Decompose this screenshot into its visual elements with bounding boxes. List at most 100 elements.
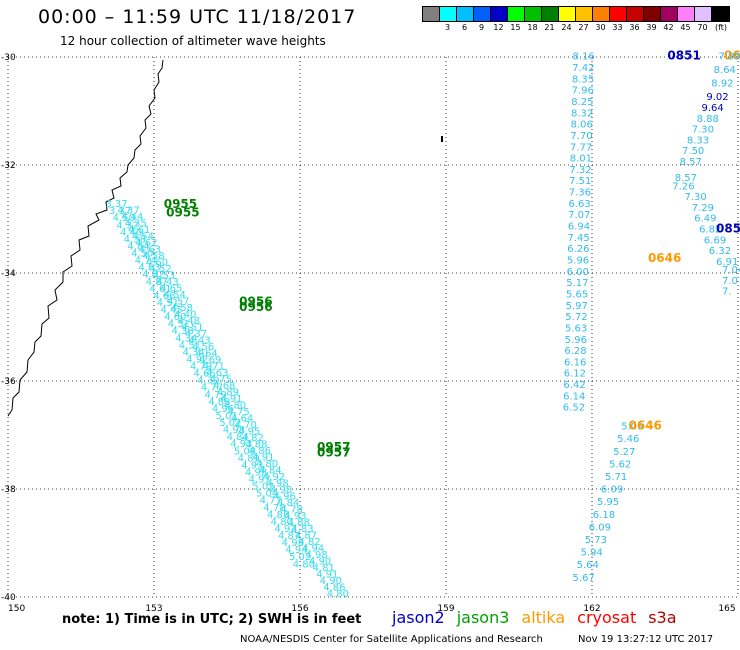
jason3-wave-height-label: 4.88: [267, 510, 289, 521]
color-swatch: [525, 7, 542, 21]
legend-cryosat: cryosat: [577, 608, 637, 627]
jason3-wave-height-label: 4.38: [171, 326, 193, 337]
jason3-wave-height-label: 4.97: [249, 475, 271, 486]
jason3-wave-height-label: 4.90: [320, 576, 342, 587]
color-swatch: [661, 7, 678, 21]
jason3-wave-height-label: 4.80: [271, 517, 293, 528]
jason3-wave-height-label: 4.84: [227, 432, 249, 443]
color-swatch: [474, 7, 491, 21]
jason3-wave-height-label: 4.51: [181, 323, 203, 334]
color-scale-labels: 3 6 9 12 15 18 21 24 27 30 33 36 39 42 45 70 (ft): [422, 23, 740, 35]
jason2-wave-height-label: 7.30: [692, 125, 714, 136]
altika-time-label: 0646: [648, 251, 681, 265]
jason3-wave-height-label: 4.84: [277, 498, 299, 509]
altika-wave-height-label: 5.96: [565, 335, 587, 346]
jason3-wave-height-label: 4.54: [164, 290, 186, 301]
satellite-legend: jason2 jason3 altika cryosat s3a: [392, 608, 677, 627]
jason3-wave-height-label: 4.65: [160, 284, 182, 295]
altika-wave-height-label: 7.07: [568, 210, 590, 221]
jason3-wave-height-label: 4.96: [274, 492, 296, 503]
color-scale-label: 21: [544, 23, 555, 32]
altika-wave-height-label: 6.94: [568, 222, 590, 233]
latitude-tick-label: -30: [1, 53, 16, 63]
track-value-labels: 3.373.374.504.324.404.384.844.504.744.63…: [105, 49, 740, 600]
jason3-wave-height-label: 4.63: [206, 368, 228, 379]
jason3-wave-height-label: 4.78: [263, 503, 285, 514]
jason3-wave-height-label: 4.91: [316, 570, 338, 581]
jason3-wave-height-label: 4.80: [327, 589, 349, 600]
jason2-wave-height-label: 7.0: [722, 276, 738, 287]
jason3-wave-height-label: 4.79: [205, 390, 227, 401]
jason3-wave-height-label: 4.82: [142, 270, 164, 281]
jason3-wave-height-label: 4.63: [139, 245, 161, 256]
color-swatch: [542, 7, 559, 21]
altika-wave-height-label: 5.67: [573, 573, 595, 584]
jason3-wave-height-label: 4.60: [164, 312, 186, 323]
color-scale-label: 24: [561, 23, 572, 32]
jason2-wave-height-label: 7.30: [684, 192, 706, 203]
color-scale-label: 6: [461, 23, 468, 32]
jason3-wave-height-label: 5.08: [234, 446, 256, 457]
jason3-wave-height-label: 4.75: [210, 375, 232, 386]
color-scale-label: 27: [578, 23, 589, 32]
jason2-wave-height-label: 8.57: [675, 173, 697, 184]
altika-wave-height-label: 5.17: [566, 278, 588, 289]
color-scale-label: 9: [478, 23, 485, 32]
jason2-wave-height-label: 6.91: [716, 257, 738, 268]
jason3-wave-height-label: 4.75: [227, 407, 249, 418]
jason3-wave-height-label: 4.50: [131, 249, 153, 260]
latitude-tick-label: -40: [1, 593, 16, 603]
jason3-wave-height-label: 4.62: [135, 238, 157, 249]
jason3-wave-height-label: 5.02: [219, 418, 241, 429]
jason2-wave-height-label: 6.82: [699, 225, 721, 236]
altika-wave-height-label: 7.77: [570, 142, 592, 153]
jason3-wave-height-label: 5.01: [216, 411, 238, 422]
jason3-wave-height-label: 4.44: [121, 212, 143, 223]
jason3-wave-height-label: 4.69: [199, 355, 221, 366]
altika-wave-height-label: 8.16: [573, 52, 595, 63]
legend-s3a: s3a: [648, 608, 677, 627]
color-scale-label: 18: [527, 23, 538, 32]
color-swatch: [695, 7, 712, 21]
jason3-wave-height-label: 4.61: [128, 225, 150, 236]
jason3-wave-height-label: 4.58: [171, 303, 193, 314]
jason2-wave-height-label: 7.: [722, 287, 732, 298]
longitude-tick-label: 156: [291, 604, 308, 614]
jason3-wave-height-label: 4.87: [278, 531, 300, 542]
island-marker: [441, 136, 443, 142]
jason3-wave-height-label: 3.37: [105, 199, 127, 210]
altika-wave-height-label: 8.32: [571, 108, 593, 119]
jason3-time-label: 0956: [239, 294, 272, 308]
color-swatch: [627, 7, 644, 21]
jason3-wave-height-label: 4.98: [282, 538, 304, 549]
jason3-wave-height-label: 4.93: [230, 439, 252, 450]
altika-wave-height-label: 5.96: [567, 256, 589, 267]
map-title: 00:00 – 11:59 UTC 11/18/2017: [38, 6, 357, 28]
color-swatch: [508, 7, 525, 21]
jason3-wave-height-label: 4.51: [168, 319, 190, 330]
color-swatch: [457, 7, 474, 21]
latitude-tick-label: -36: [1, 377, 16, 387]
jason3-wave-height-label: 4.77: [260, 496, 282, 507]
jason3-wave-height-label: 4.91: [252, 453, 274, 464]
jason3-wave-height-label: 4.98: [223, 425, 245, 436]
latitude-tick-label: -34: [1, 269, 16, 279]
jason3-wave-height-label: 4.39: [197, 376, 219, 387]
jason3-wave-height-label: 4.65: [194, 369, 216, 380]
altika-wave-height-label: 5.73: [585, 535, 607, 546]
jason3-wave-height-label: 4.90: [309, 557, 331, 568]
jason3-wave-height-label: 4.60: [146, 258, 168, 269]
jason3-wave-height-label: 4.63: [138, 263, 160, 274]
jason3-wave-height-label: 4.37: [118, 206, 140, 217]
jason3-time-label: 0957: [317, 440, 350, 454]
map-subtitle: 12 hour collection of altimeter wave hei…: [60, 34, 326, 48]
jason3-wave-height-label: 4.87: [146, 277, 168, 288]
jason3-wave-height-label: 4.40: [174, 310, 196, 321]
jason2-wave-height-label: 9.64: [702, 103, 724, 114]
jason3-wave-height-label: 4.88: [245, 440, 267, 451]
altika-wave-height-label: 5.64: [577, 560, 599, 571]
jason3-wave-height-label: 4.48: [178, 316, 200, 327]
altika-wave-height-label: 5.63: [565, 323, 587, 334]
altika-wave-height-label: 6.09: [601, 485, 623, 496]
jason3-wave-height-label: 4.79: [190, 362, 212, 373]
